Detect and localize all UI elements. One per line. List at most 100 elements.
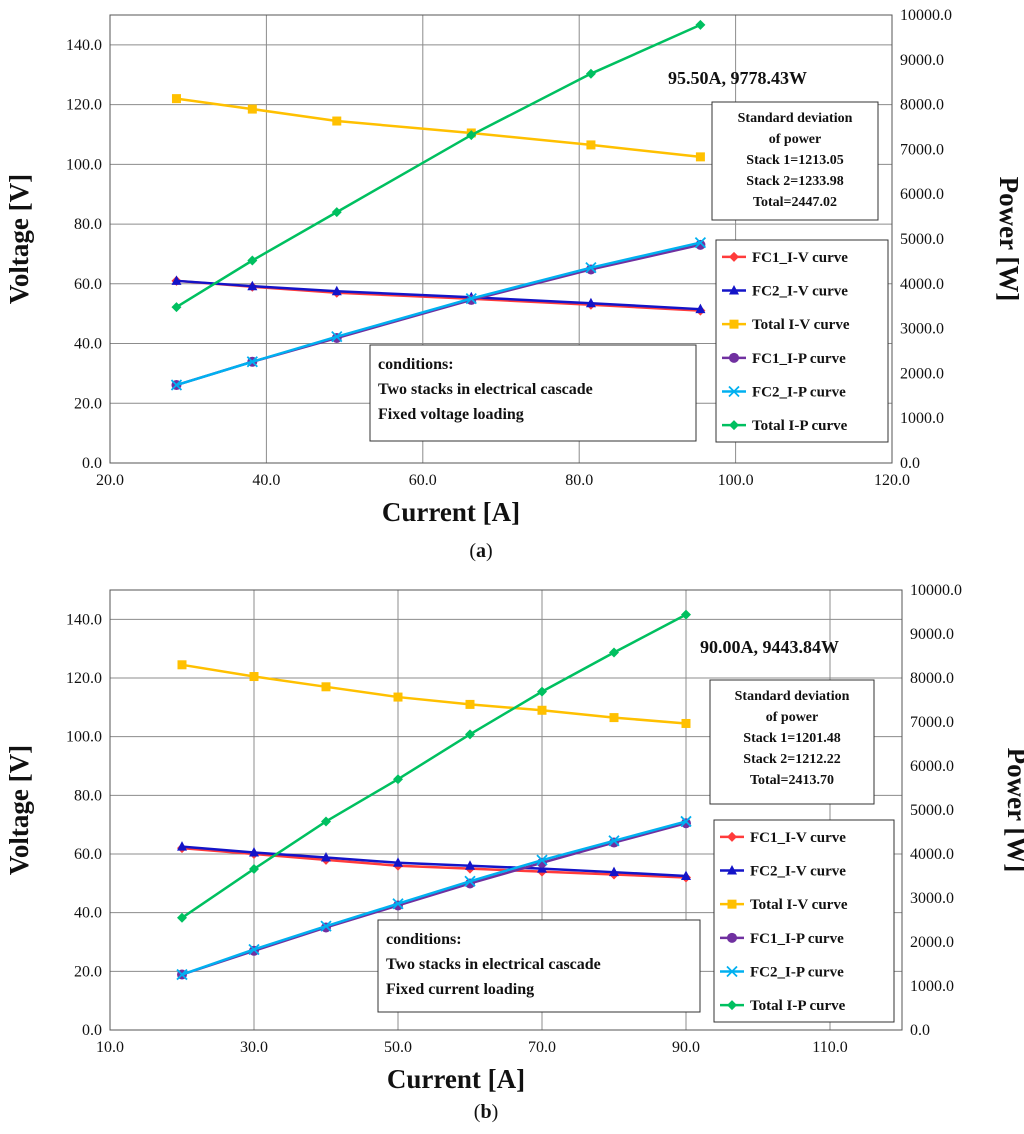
legend-label: FC2_I-P curve [750, 965, 844, 981]
series-fc2-i-v-curve-line [181, 845, 687, 878]
legend-swatch-marker [727, 865, 737, 875]
series-total-i-p-curve [177, 609, 691, 923]
series-fc2-i-p-curve-point-stroke-b [694, 236, 707, 249]
caption-letter: a [476, 540, 486, 562]
legend-box [715, 239, 889, 443]
series-fc2-i-p-curve-point [170, 379, 183, 391]
series-fc2-i-p-curve-point [392, 898, 404, 910]
caption-paren-close: ) [492, 1101, 499, 1123]
series-fc2-i-p-curve-point-stroke-b [246, 356, 258, 368]
x-tick-label: 90.0 [672, 1039, 700, 1056]
y2-tick-label: 10000.0 [910, 582, 962, 599]
series-fc2-i-p-curve-point [465, 292, 477, 305]
series-fc2-i-p-curve-point-stroke-b [170, 379, 183, 391]
y-axis-title: Voltage [V] [4, 174, 34, 304]
series-total-i-v-curve-point [537, 705, 547, 715]
series-total-i-p-curve [171, 19, 706, 313]
series-total-i-p-curve-point [681, 609, 691, 620]
legend-entry-fc1-i-p-curve: FC1_I-P curve [722, 351, 846, 367]
series-total-i-v-curve-point [609, 713, 619, 723]
x-tick-label: 110.0 [812, 1039, 847, 1056]
series-total-i-p-curve-point [695, 19, 706, 30]
series-fc2-i-v-curve-point [331, 285, 342, 296]
y2-tick-label: 9000.0 [900, 52, 944, 69]
legend-swatch-marker [729, 319, 739, 329]
series-total-i-v-curve-point [177, 660, 187, 670]
series-fc2-i-v-curve-point [321, 852, 331, 862]
y2-tick-label: 4000.0 [900, 276, 944, 293]
series-total-i-v-curve-point [393, 692, 403, 702]
legend-label: FC2_I-V curve [750, 864, 846, 880]
legend-swatch-marker-stroke-b [726, 965, 738, 978]
series-total-i-p-curve-point [331, 207, 342, 218]
y2-tick-label: 6000.0 [900, 186, 944, 203]
y-tick-label: 40.0 [74, 905, 102, 922]
conditions-line: conditions: [386, 931, 462, 948]
series-total-i-p-curve-point [609, 647, 619, 658]
series-fc1-i-v-curve-line [181, 846, 687, 879]
y2-tick-label: 7000.0 [900, 141, 944, 158]
legend-label: Total I-V curve [750, 897, 848, 913]
y-tick-label: 40.0 [74, 336, 102, 353]
legend-entry-fc2-i-p-curve: FC2_I-P curve [720, 965, 844, 981]
peak-callout: 90.00A, 9443.84W [700, 637, 839, 657]
series-fc2-i-p-curve-point-stroke-b [248, 943, 260, 956]
series-fc2-i-p-curve-point [464, 875, 476, 887]
series-fc2-i-p-curve-point [536, 854, 548, 866]
series-fc2-i-v-curve-point [247, 280, 258, 291]
series-fc2-i-v-curve-point [393, 857, 403, 867]
panel-caption: (a) [469, 540, 492, 562]
stats-line: Total=2413.70 [750, 773, 834, 788]
series-fc2-i-p-curve-point-stroke-b [331, 331, 343, 343]
legend-swatch-marker [726, 965, 738, 978]
y2-tick-label: 3000.0 [910, 890, 954, 907]
legend-entry-fc1-i-p-curve: FC1_I-P curve [720, 931, 844, 947]
x-axis-title: Current [A] [387, 1064, 525, 1094]
series-fc2-i-p-curve-point-stroke-b [608, 835, 620, 847]
stats-box [709, 679, 875, 805]
legend-box [713, 819, 895, 1023]
legend-label: Total I-P curve [750, 998, 846, 1014]
x-tick-label: 40.0 [252, 472, 280, 489]
series-fc2-i-v-curve-point [465, 860, 475, 870]
legend: FC1_I-V curve FC2_I-V curve Total I-V curv… [715, 239, 889, 443]
plot-frame [109, 589, 903, 1031]
series-total-i-v-curve [177, 660, 691, 728]
series-fc2-i-p-curve-point [246, 356, 258, 368]
y2-tick-label: 0.0 [900, 455, 920, 472]
y-tick-label: 0.0 [82, 1022, 102, 1039]
series-fc2-i-p-curve-point [694, 236, 707, 249]
series-fc2-i-p-curve-line [181, 820, 687, 976]
legend-entry-total-i-v-curve: Total I-V curve [722, 317, 850, 333]
series-total-i-p-curve-line [181, 613, 687, 919]
x-tick-label: 100.0 [718, 472, 754, 489]
legend-entry-total-i-v-curve: Total I-V curve [720, 897, 848, 913]
legend-label: Total I-P curve [752, 418, 848, 434]
conditions-line: Two stacks in electrical cascade [386, 956, 601, 973]
series-total-i-v-curve-line [181, 663, 687, 725]
conditions-line: Fixed voltage loading [378, 406, 524, 423]
y-tick-label: 100.0 [66, 156, 102, 173]
legend-label: FC1_I-P curve [750, 931, 844, 947]
legend-entry-fc1-i-v-curve: FC1_I-V curve [722, 250, 848, 266]
legend-entry-fc2-i-v-curve: FC2_I-V curve [720, 864, 846, 880]
y2-tick-label: 10000.0 [900, 7, 952, 24]
series-fc2-i-v-curve-point [537, 863, 547, 873]
panel-a: 0.020.040.060.080.0100.0120.0140.00.0100… [4, 7, 1024, 562]
series-fc2-i-p-curve-point [248, 943, 260, 956]
legend-swatch-marker [729, 285, 739, 295]
caption-paren-close: ) [486, 540, 493, 562]
legend-entry-total-i-p-curve: Total I-P curve [720, 998, 846, 1014]
series-fc2-i-p-curve-point [680, 815, 692, 828]
series-total-i-p-curve-point [247, 255, 258, 266]
caption-letter: b [480, 1101, 491, 1123]
conditions-line: Two stacks in electrical cascade [378, 381, 593, 398]
legend-swatch-marker [729, 352, 739, 363]
series-fc2-i-v-curve-line [176, 279, 701, 311]
series-total-i-p-curve-point [537, 686, 547, 697]
y-tick-label: 60.0 [74, 276, 102, 293]
conditions-box [377, 919, 701, 1013]
stats-line: Standard deviation [738, 111, 853, 126]
y-tick-label: 0.0 [82, 455, 102, 472]
series-fc2-i-v-curve-point [249, 847, 259, 857]
